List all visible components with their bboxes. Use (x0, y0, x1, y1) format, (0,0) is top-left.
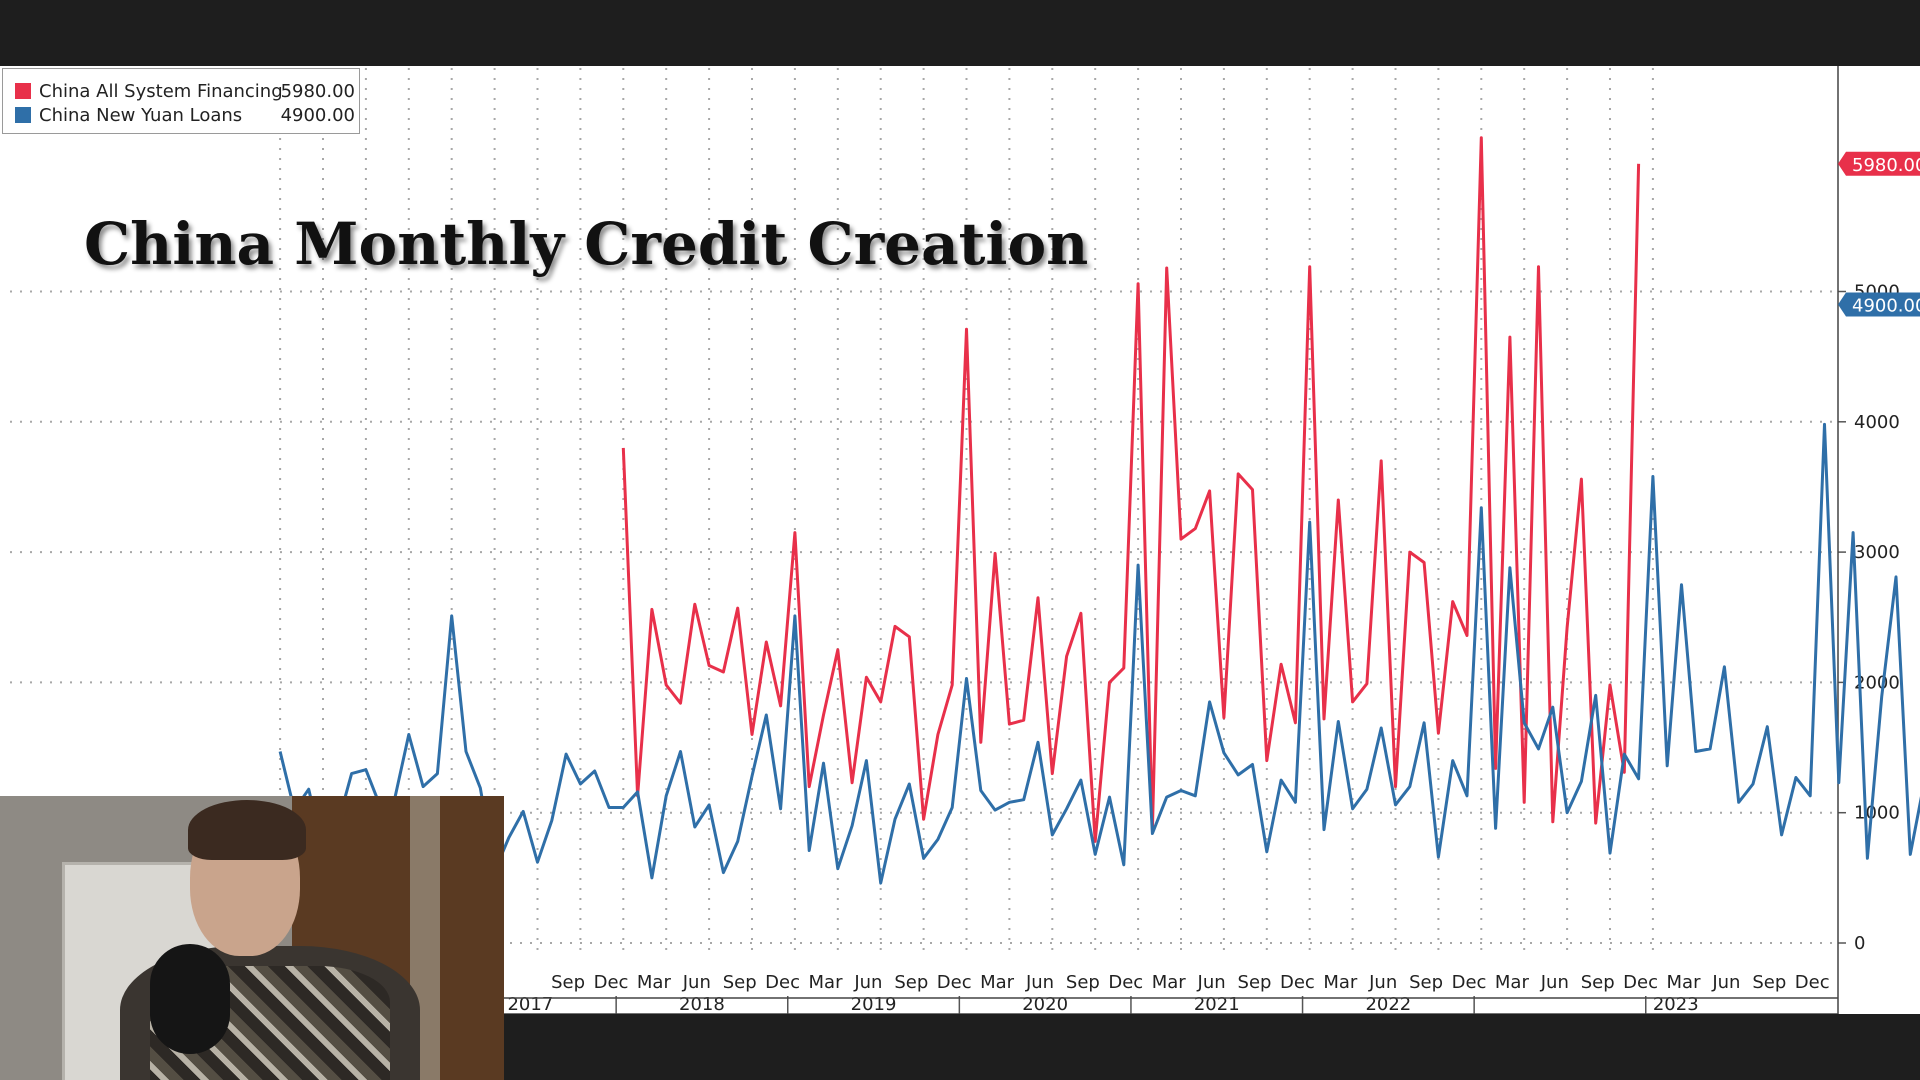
x-month-label: Dec (765, 972, 800, 993)
series-lines (278, 136, 1920, 885)
last-value-badge: 5980.00 (1838, 151, 1920, 176)
x-month-label: Dec (937, 972, 972, 993)
y-tick-label: 2000 (1854, 672, 1900, 693)
legend-swatch-red (15, 83, 31, 99)
top-letterbox (0, 0, 1920, 66)
last-value-badge: 4900.00 (1838, 292, 1920, 317)
webcam-person-hair (188, 800, 306, 860)
series-line-new-yuan-loans (278, 422, 1920, 885)
badge-shape (1838, 151, 1920, 176)
x-month-label: Mar (637, 972, 672, 993)
x-month-label: Jun (1025, 972, 1054, 993)
value-labels: 5980.00 4900.00 (1838, 151, 1920, 317)
x-month-label: Jun (1368, 972, 1397, 993)
x-month-label: Jun (1197, 972, 1226, 993)
legend-value: 5980.00 (280, 81, 355, 102)
badge-text: 5980.00 (1852, 155, 1920, 176)
x-month-label: Sep (551, 972, 585, 993)
x-month-label: Dec (1623, 972, 1658, 993)
x-month-label: Mar (809, 972, 844, 993)
x-month-label: Sep (1409, 972, 1443, 993)
x-month-label: Dec (1452, 972, 1487, 993)
legend: China All System Financing 5980.00 China… (2, 68, 360, 134)
y-tick-label: 4000 (1854, 412, 1900, 433)
legend-label: China All System Financing (39, 81, 283, 102)
x-month-label: Mar (1495, 972, 1530, 993)
x-year-label: 2022 (1365, 994, 1411, 1014)
x-month-label: Jun (1711, 972, 1740, 993)
grid (10, 68, 1836, 951)
legend-value: 4900.00 (280, 105, 355, 126)
x-month-label: Mar (1152, 972, 1187, 993)
x-month-label: Sep (894, 972, 928, 993)
x-year-label: 2018 (679, 994, 725, 1014)
x-month-label: Jun (1540, 972, 1569, 993)
x-month-label: Sep (1581, 972, 1615, 993)
x-year-label: 2023 (1653, 994, 1699, 1014)
x-year-label: 2020 (1022, 994, 1068, 1014)
x-year-label: 2019 (851, 994, 897, 1014)
x-month-label: Mar (1323, 972, 1358, 993)
legend-label: China New Yuan Loans (39, 105, 243, 126)
x-month-label: Dec (1795, 972, 1830, 993)
badge-text: 4900.00 (1852, 296, 1920, 317)
y-tick-label: 1000 (1854, 803, 1900, 824)
badge-shape (1838, 292, 1920, 317)
x-month-label: Sep (723, 972, 757, 993)
x-year-label: 2021 (1194, 994, 1240, 1014)
x-month-label: Mar (980, 972, 1015, 993)
legend-swatch-blue (15, 107, 31, 123)
series-line-all-system-financing (621, 136, 1641, 843)
x-year-label: 2017 (507, 994, 553, 1014)
legend-item: China New Yuan Loans 4900.00 (15, 105, 355, 127)
x-month-label: Sep (1238, 972, 1272, 993)
webcam-overlay (0, 796, 504, 1080)
x-month-label: Sep (1066, 972, 1100, 993)
microphone-icon (150, 944, 230, 1054)
x-month-label: Jun (682, 972, 711, 993)
x-month-label: Dec (594, 972, 629, 993)
x-month-label: Jun (853, 972, 882, 993)
x-month-label: Dec (1108, 972, 1143, 993)
x-month-label: Sep (1752, 972, 1786, 993)
chart-title: China Monthly Credit Creation (84, 210, 1089, 278)
legend-item: China All System Financing 5980.00 (15, 81, 355, 103)
y-tick-label: 3000 (1854, 542, 1900, 563)
y-tick-label: 0 (1854, 933, 1865, 954)
x-month-label: Mar (1667, 972, 1702, 993)
x-month-label: Dec (1280, 972, 1315, 993)
